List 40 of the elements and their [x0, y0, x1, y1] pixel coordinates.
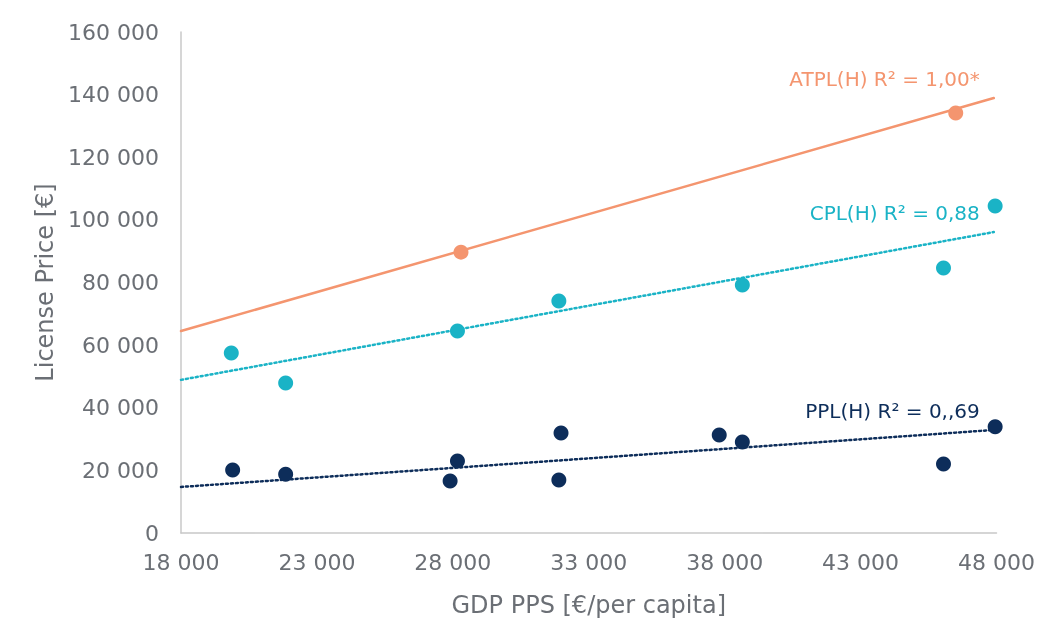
x-axis-title: GDP PPS [€/per capita] [451, 591, 727, 619]
point [223, 345, 239, 361]
point [278, 375, 294, 391]
point [278, 466, 294, 482]
y-tick-label: 140 000 [68, 82, 159, 108]
point [936, 260, 951, 276]
series-label: CPL(H) R² = 0,88 [809, 201, 980, 226]
point [225, 462, 241, 478]
x-tick-label: 48 000 [958, 549, 1035, 575]
x-tick-label: 23 000 [278, 549, 356, 575]
y-tick-label: 40 000 [82, 395, 159, 421]
y-tick-label: 120 000 [68, 144, 159, 170]
point [936, 456, 951, 472]
y-tick-label: 60 000 [82, 332, 159, 358]
point [449, 323, 465, 339]
y-tick-label: 100 000 [68, 207, 159, 233]
y-tick-label: 160 000 [68, 19, 159, 45]
series-label: ATPL(H) R² = 1,00* [789, 67, 980, 92]
point [987, 419, 1003, 435]
x-tick-label: 33 000 [550, 549, 628, 575]
y-tick-label: 20 000 [82, 457, 159, 483]
x-tick-label: 28 000 [414, 549, 492, 575]
point [551, 472, 567, 488]
x-tick-label: 43 000 [822, 549, 900, 575]
point [551, 293, 567, 309]
x-tick-label: 18 000 [142, 549, 220, 575]
point [987, 198, 1003, 214]
point [553, 425, 569, 441]
point [948, 105, 964, 121]
y-tick-label: 0 [145, 520, 159, 546]
x-tick-label: 38 000 [686, 549, 764, 575]
point [442, 473, 458, 489]
point [711, 427, 727, 443]
point [734, 434, 750, 450]
y-axis-title: License Price [€] [31, 183, 60, 382]
y-tick-label: 80 000 [82, 270, 159, 295]
point [734, 277, 750, 293]
series-label: PPL(H) R² = 0,,69 [805, 398, 980, 423]
point [449, 453, 465, 469]
point [453, 244, 469, 260]
